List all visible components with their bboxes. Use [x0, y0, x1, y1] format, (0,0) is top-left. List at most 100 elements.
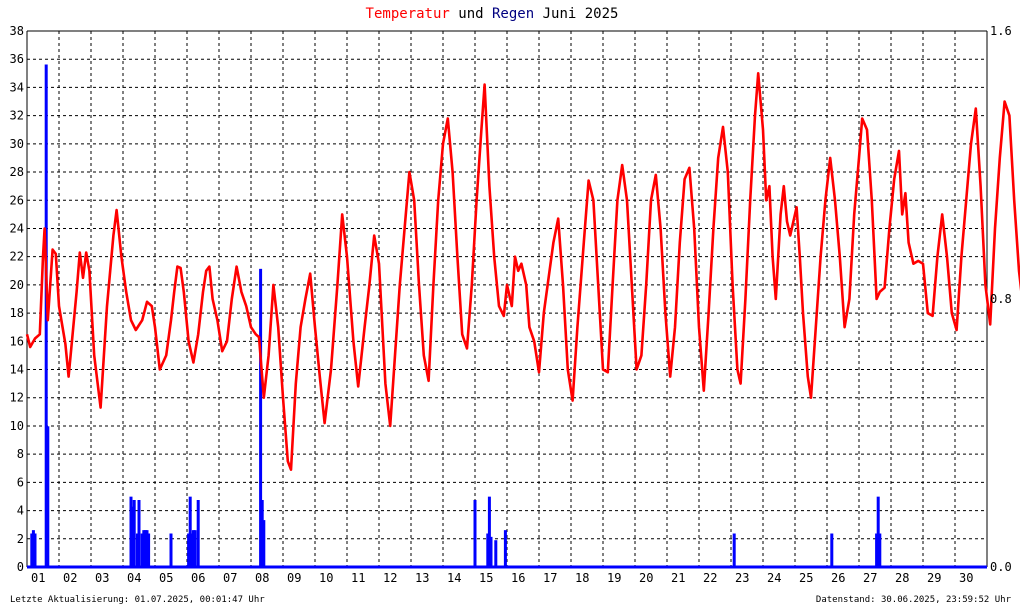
rain-bar — [830, 533, 834, 567]
rain-bar — [473, 500, 477, 567]
rain-bar — [140, 533, 144, 567]
rain-bar — [44, 64, 48, 567]
x-tick-label: 01 — [31, 571, 45, 585]
x-tick-label: 27 — [863, 571, 877, 585]
x-tick-label: 21 — [671, 571, 685, 585]
title-part: und — [450, 6, 492, 22]
y-right-tick-labels: 0.0 0.8 1.6 — [990, 24, 1012, 574]
y-left-tick-label: 6 — [17, 475, 24, 489]
rain-bar — [132, 500, 136, 567]
rain-bar — [187, 533, 191, 567]
y-right-tick-label: 1.6 — [990, 24, 1012, 38]
rain-bar — [489, 536, 493, 567]
title-part: Temperatur — [366, 6, 450, 22]
rain-bar — [876, 496, 880, 567]
x-tick-label: 08 — [255, 571, 269, 585]
x-tick-label: 06 — [191, 571, 205, 585]
grid — [27, 31, 987, 567]
y-left-tick-label: 14 — [10, 363, 24, 377]
rain-bar — [143, 530, 147, 567]
rain-bar — [260, 500, 264, 567]
x-tick-label: 14 — [447, 571, 461, 585]
x-tick-label: 02 — [63, 571, 77, 585]
title-part: Juni 2025 — [534, 6, 618, 22]
x-tick-label: 23 — [735, 571, 749, 585]
y-left-tick-label: 10 — [10, 419, 24, 433]
rain-bar — [193, 530, 197, 567]
x-tick-label: 28 — [895, 571, 909, 585]
y-left-tick-label: 34 — [10, 80, 24, 94]
y-left-tick-label: 36 — [10, 52, 24, 66]
x-tick-label: 07 — [223, 571, 237, 585]
rain-bar — [732, 533, 736, 567]
x-tick-label: 30 — [959, 571, 973, 585]
rain-series — [30, 64, 882, 567]
y-left-tick-label: 16 — [10, 334, 24, 348]
y-left-tick-label: 22 — [10, 250, 24, 264]
rain-bar — [31, 530, 35, 567]
rain-bar — [46, 426, 50, 567]
x-tick-label: 05 — [159, 571, 173, 585]
y-left-tick-label: 8 — [17, 447, 24, 461]
y-left-tick-label: 12 — [10, 391, 24, 405]
footer-data-state: Datenstand: 30.06.2025, 23:59:52 Uhr — [816, 595, 1012, 605]
rain-bar — [503, 530, 507, 567]
x-tick-label: 26 — [831, 571, 845, 585]
x-tick-label: 10 — [319, 571, 333, 585]
x-tick-label: 11 — [351, 571, 365, 585]
rain-bar — [33, 533, 37, 567]
y-left-tick-label: 26 — [10, 193, 24, 207]
x-tick-label: 24 — [767, 571, 781, 585]
rain-bar — [135, 533, 139, 567]
y-left-tick-label: 24 — [10, 221, 24, 235]
rain-bar — [878, 533, 882, 567]
rain-bar — [875, 533, 879, 567]
rain-bar — [142, 530, 146, 567]
x-tick-label: 29 — [927, 571, 941, 585]
y-right-tick-label: 0.8 — [990, 292, 1012, 306]
rain-bar — [486, 533, 490, 567]
x-tick-label: 13 — [415, 571, 429, 585]
rain-bar — [262, 520, 266, 567]
rain-bar — [259, 268, 263, 567]
rain-bar — [137, 500, 141, 567]
title-part: Regen — [492, 6, 534, 22]
x-tick-label: 09 — [287, 571, 301, 585]
x-tick-labels: 01 02 03 04 05 06 07 08 09 10 11 12 13 14 15 16 17 18 19 20… — [31, 571, 973, 585]
y-left-tick-label: 32 — [10, 109, 24, 123]
rain-bar — [190, 533, 194, 567]
temperature-line — [25, 72, 1020, 471]
rain-bar — [196, 500, 200, 567]
rain-bar — [129, 496, 133, 567]
y-left-tick-label: 18 — [10, 306, 24, 320]
rain-bar — [487, 496, 491, 567]
x-tick-label: 04 — [127, 571, 141, 585]
x-tick-label: 18 — [575, 571, 589, 585]
rain-bar — [147, 533, 151, 567]
chart-title: Temperatur und Regen Juni 2025 — [366, 6, 619, 22]
rain-bar — [169, 533, 173, 567]
rain-bar — [191, 530, 195, 567]
x-tick-label: 20 — [639, 571, 653, 585]
x-tick-label: 03 — [95, 571, 109, 585]
footer-last-update: Letzte Aktualisierung: 01.07.2025, 00:01… — [10, 595, 265, 605]
y-right-tick-label: 0.0 — [990, 560, 1012, 574]
y-left-tick-label: 2 — [17, 532, 24, 546]
y-left-tick-label: 38 — [10, 24, 24, 38]
rain-bar — [131, 506, 135, 567]
y-left-tick-label: 20 — [10, 278, 24, 292]
y-left-tick-label: 30 — [10, 137, 24, 151]
x-tick-label: 12 — [383, 571, 397, 585]
x-tick-label: 25 — [799, 571, 813, 585]
y-left-tick-label: 4 — [17, 504, 24, 518]
rain-bar — [494, 540, 498, 567]
rain-bar — [188, 496, 192, 567]
x-tick-label: 17 — [543, 571, 557, 585]
rain-bar — [145, 530, 149, 567]
rain-bar — [30, 533, 34, 567]
y-left-tick-label: 0 — [17, 560, 24, 574]
y-left-tick-label: 28 — [10, 165, 24, 179]
x-tick-label: 19 — [607, 571, 621, 585]
